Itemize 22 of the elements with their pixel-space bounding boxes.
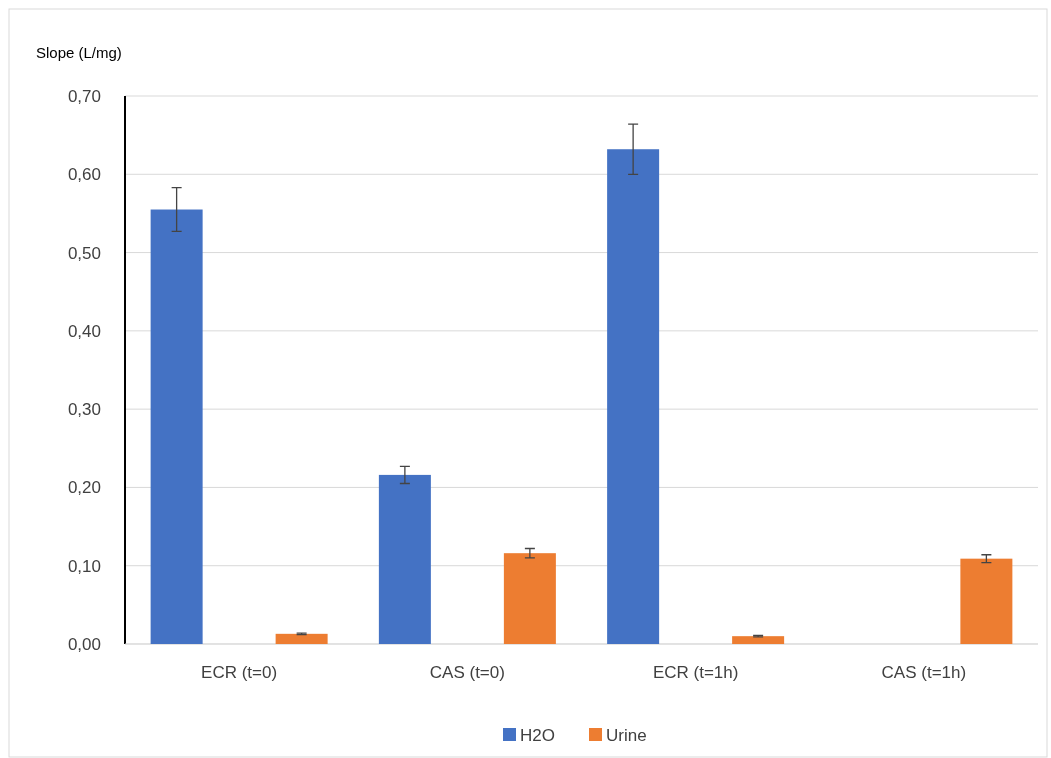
x-tick-label: ECR (t=0) <box>201 663 278 682</box>
y-axis-title: Slope (L/mg) <box>36 44 122 61</box>
x-tick-label: CAS (t=1h) <box>881 663 967 682</box>
y-tick-label: 0,20 <box>67 478 101 498</box>
y-tick-label: 0,70 <box>67 86 101 106</box>
y-tick-label: 0,40 <box>67 321 101 341</box>
x-tick-label: ECR (t=1h) <box>652 663 739 682</box>
y-tick-label: 0,00 <box>67 634 101 654</box>
legend-label: Urine <box>606 725 647 745</box>
bar <box>732 636 785 644</box>
x-tick-label: CAS (t=0) <box>429 663 505 682</box>
y-tick-label: 0,50 <box>67 243 101 263</box>
y-tick-label: 0,10 <box>67 556 101 576</box>
bar <box>275 633 328 644</box>
bar <box>150 209 203 644</box>
bar <box>503 553 556 644</box>
y-tick-label: 0,60 <box>67 165 101 185</box>
bar <box>607 149 660 644</box>
bar <box>378 474 431 644</box>
y-tick-label: 0,30 <box>67 400 101 420</box>
bar <box>960 558 1013 644</box>
legend-label: H2O <box>520 725 555 745</box>
